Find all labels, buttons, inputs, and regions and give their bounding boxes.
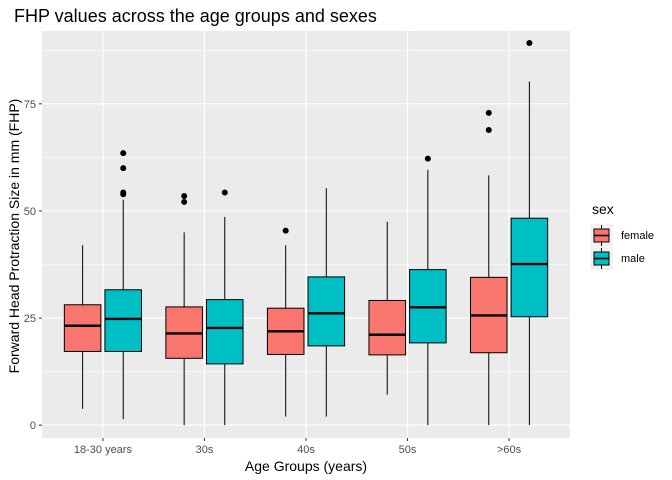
legend-title: sex <box>592 201 614 217</box>
y-tick-label: 75 <box>24 99 36 111</box>
x-tick-label: >60s <box>497 444 522 456</box>
box <box>205 299 244 365</box>
outlier-point <box>181 198 188 205</box>
y-axis-ticks: 0 25 50 75 <box>24 99 42 432</box>
outlier-point <box>120 150 127 157</box>
outlier-point <box>221 189 228 196</box>
box <box>368 299 407 356</box>
outlier-point <box>485 126 492 133</box>
outlier-point <box>282 227 289 234</box>
series-male <box>104 39 549 426</box>
outlier-point <box>485 109 492 116</box>
x-tick-label: 50s <box>399 444 417 456</box>
grid-lines <box>42 31 570 438</box>
x-axis-ticks: 18-30 years 30s 40s 50s >60s <box>74 438 522 456</box>
outlier-point <box>526 39 533 46</box>
x-axis-title: Age Groups (years) <box>245 458 367 474</box>
outlier-point <box>120 189 127 196</box>
y-tick-label: 0 <box>30 420 36 432</box>
legend: sex female male <box>590 201 654 270</box>
chart-title: FHP values across the age groups and sex… <box>14 6 377 26</box>
y-tick-label: 25 <box>24 313 36 325</box>
y-axis-title: Forward Head Protraction Size in mm (FHP… <box>6 99 22 374</box>
legend-label-male: male <box>621 253 645 265</box>
box <box>63 304 102 352</box>
outlier-point <box>424 155 431 162</box>
box <box>510 217 549 318</box>
outlier-point <box>120 165 127 172</box>
x-tick-label: 18-30 years <box>74 444 133 456</box>
x-tick-label: 40s <box>297 444 315 456</box>
y-tick-label: 50 <box>24 206 36 218</box>
box <box>104 289 143 352</box>
boxplot-marks <box>63 39 549 426</box>
outlier-point <box>181 192 188 199</box>
legend-label-female: female <box>621 230 654 242</box>
series-female <box>63 109 508 426</box>
x-tick-label: 30s <box>196 444 214 456</box>
box <box>307 276 346 347</box>
